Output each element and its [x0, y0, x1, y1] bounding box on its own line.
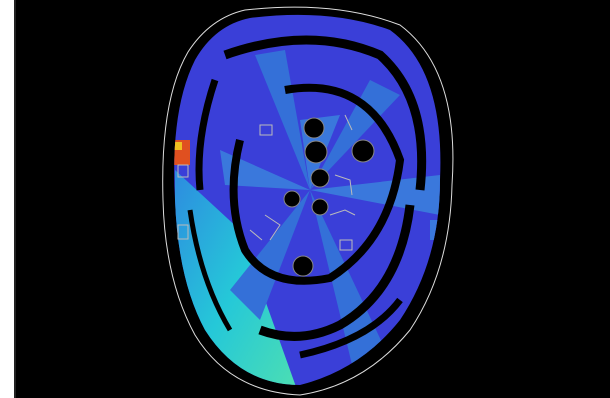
- divider: [14, 0, 16, 398]
- outer-outline: [162, 6, 454, 396]
- wedge: [310, 190, 395, 385]
- walls: [187, 35, 427, 359]
- hot-spot-core: [174, 142, 182, 150]
- pillars: [283, 117, 375, 277]
- wedge: [230, 190, 310, 320]
- wedge: [430, 220, 441, 240]
- fixtures: [177, 114, 356, 251]
- left-strip: [0, 0, 14, 398]
- wedge: [255, 50, 310, 190]
- wedge: [220, 150, 310, 190]
- wedge: [310, 80, 400, 190]
